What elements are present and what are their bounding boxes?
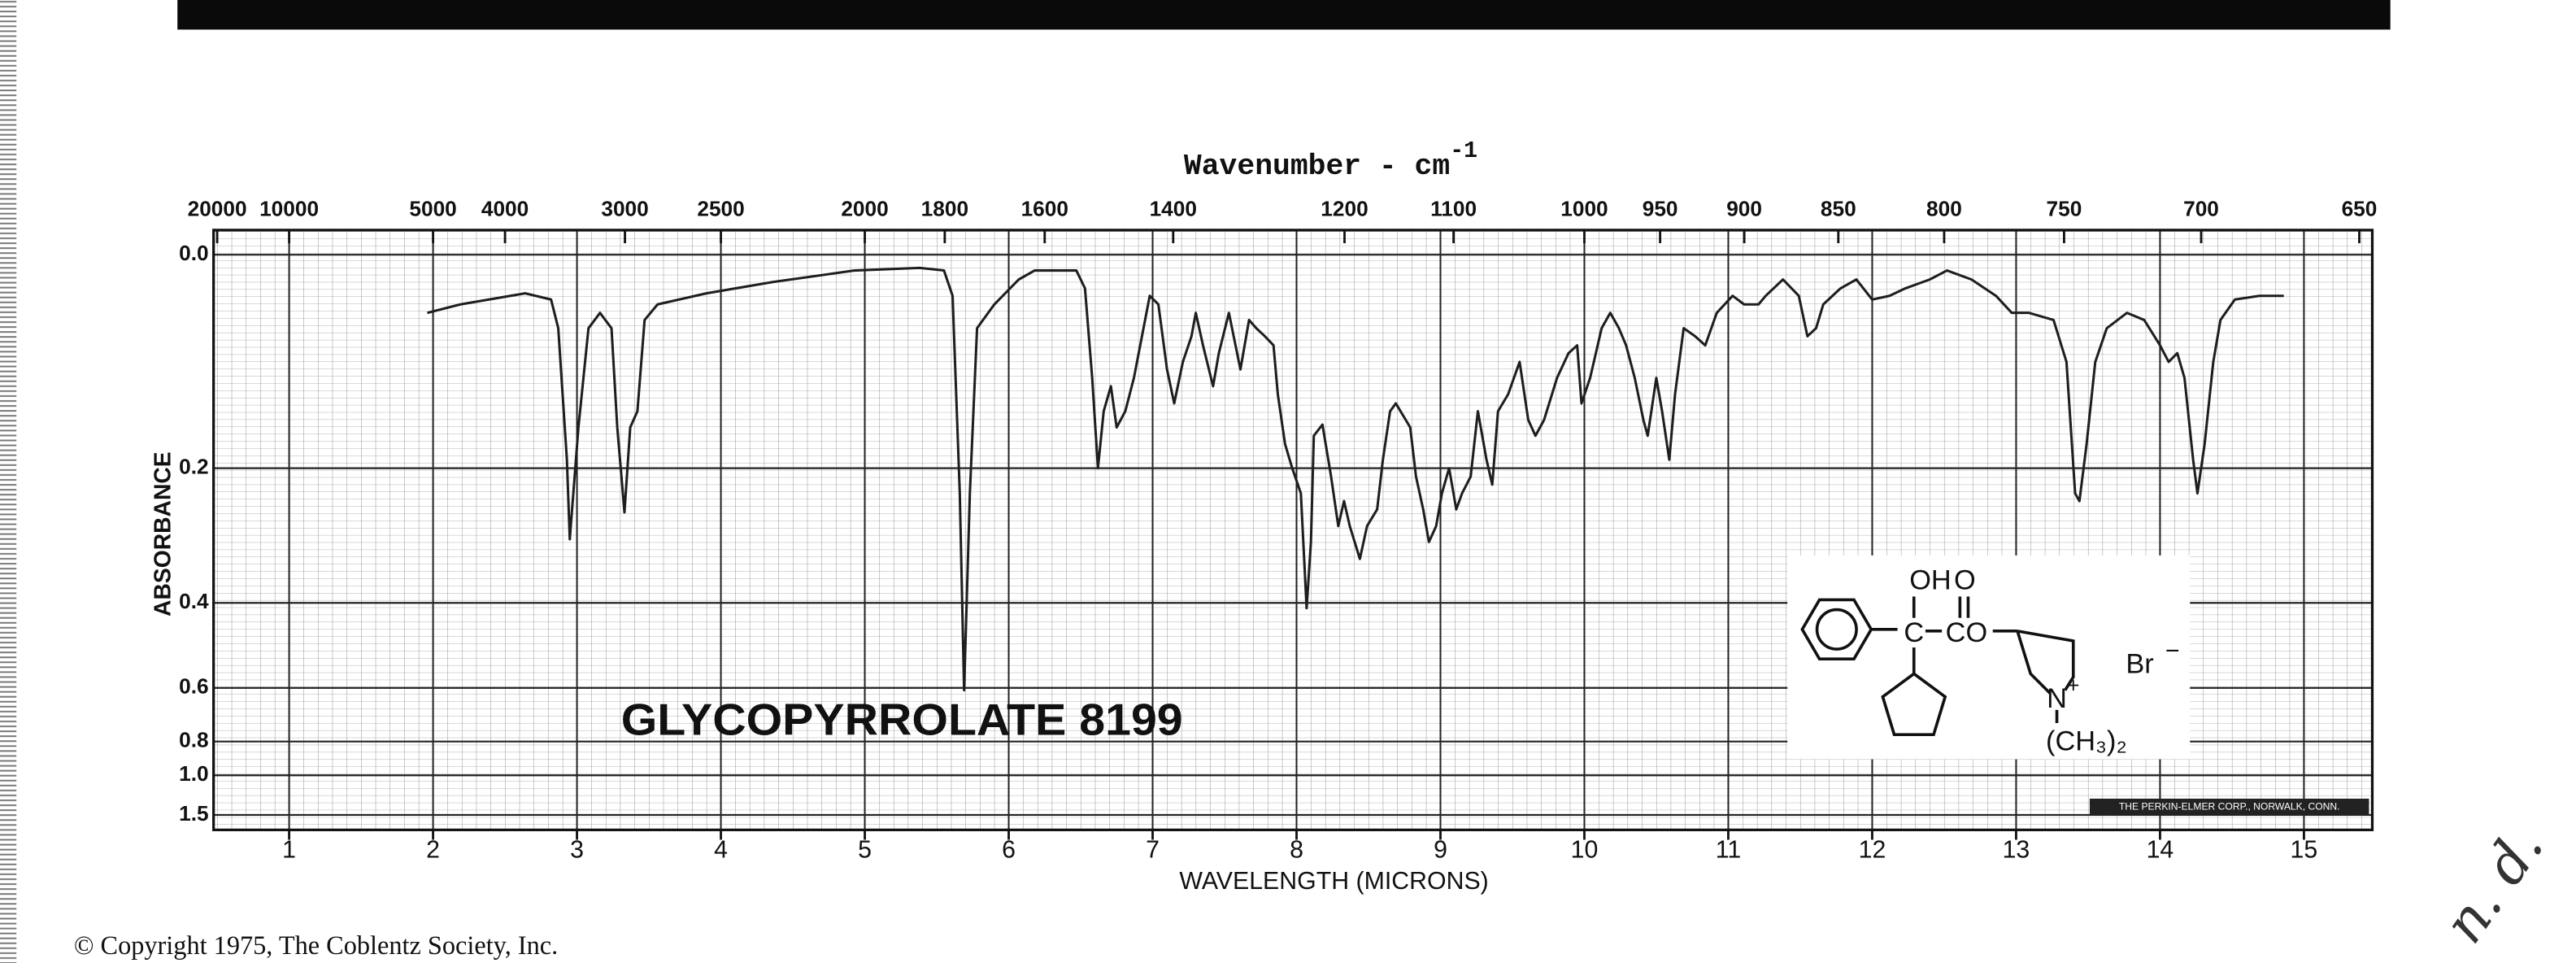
x-tick-label: 8	[1290, 837, 1303, 864]
top-tick-label: 2500	[697, 197, 744, 221]
structure-label: +	[2067, 673, 2079, 697]
y-tick-label: 0.4	[179, 589, 209, 613]
maker-strip	[2089, 798, 2369, 816]
top-axis-title-text: Wavenumber - cm	[1184, 150, 1450, 183]
top-tick-label: 1200	[1321, 197, 1368, 221]
top-tick-label: 1000	[1560, 197, 1608, 221]
y-tick-label: 1.0	[179, 761, 208, 786]
x-axis-title: WAVELENGTH (MICRONS)	[1179, 868, 1488, 895]
copyright: © Copyright 1975, The Coblentz Society, …	[74, 930, 558, 960]
structure-label: CO	[1946, 617, 1987, 648]
top-tick-label: 4000	[481, 197, 529, 221]
x-tick-label: 13	[2003, 837, 2030, 864]
x-tick-label: 15	[2291, 837, 2318, 864]
top-axis-title: Wavenumber - cm-1	[1184, 138, 1477, 182]
y-tick-label: 0.2	[179, 455, 208, 479]
plot-frame	[212, 229, 2374, 831]
x-tick-label: 6	[1002, 837, 1016, 864]
top-tick-label: 700	[2183, 197, 2219, 221]
top-tick-label: 1400	[1150, 197, 1197, 221]
y-tick-label: 1.5	[179, 801, 208, 826]
structure-label: C	[1904, 617, 1924, 648]
x-tick-label: 2	[426, 837, 440, 864]
top-tick-label: 10000	[259, 197, 319, 221]
structure-label: OH	[1909, 564, 1951, 595]
spectrum-line	[427, 266, 2284, 692]
x-tick-label: 1	[282, 837, 296, 864]
top-tick-label: 950	[1643, 197, 1678, 221]
structure-label: Br	[2126, 648, 2153, 679]
compound-name: GLYCOPYRROLATE 8199	[621, 695, 1183, 744]
x-tick-label: 9	[1434, 837, 1447, 864]
x-tick-label: 7	[1146, 837, 1160, 864]
grid	[213, 229, 2373, 830]
scan-edge	[0, 0, 17, 963]
top-axis-title-exponent: -1	[1450, 138, 1477, 164]
structure-label: O	[1954, 564, 1976, 595]
structure-bonds	[1800, 596, 2075, 736]
top-tick-label: 800	[1926, 197, 1962, 221]
top-tick-label: 1600	[1021, 197, 1068, 221]
handwritten-note: n. d.	[2431, 815, 2556, 955]
top-tick-label: 2000	[841, 197, 888, 221]
top-tick-label: 20000	[188, 197, 247, 221]
top-tick-label: 1100	[1430, 197, 1477, 221]
x-tick-label: 11	[1716, 837, 1741, 864]
x-tick-label: 3	[570, 837, 584, 864]
y-tick-label: 0.0	[179, 241, 208, 265]
top-tick-label: 750	[2047, 197, 2082, 221]
top-bar	[177, 0, 2391, 30]
y-tick-label: 0.6	[179, 674, 208, 699]
top-tick-label: 5000	[409, 197, 456, 221]
x-tick-label: 5	[858, 837, 872, 864]
top-tick-label: 850	[1821, 197, 1856, 221]
y-tick-label: 0.8	[179, 728, 208, 752]
structure-label: (CH₃)₂	[2046, 726, 2127, 756]
x-tick-label: 10	[1571, 837, 1599, 864]
top-tick-label: 650	[2342, 197, 2378, 221]
top-tick-label: 3000	[601, 197, 648, 221]
y-axis-title: ABSORBANCE	[150, 451, 176, 617]
x-tick-label: 12	[1859, 837, 1886, 864]
top-tick-label: 900	[1726, 197, 1762, 221]
structure-label: −	[2165, 638, 2180, 665]
top-tick-label: 1800	[921, 197, 968, 221]
manufacturer: THE PERKIN-ELMER CORP., NORWALK, CONN.	[2119, 800, 2340, 812]
x-tick-label: 14	[2147, 837, 2174, 864]
x-tick-label: 4	[714, 837, 728, 864]
structure: OH O C CO N + Br − (CH₃)₂	[1787, 555, 2191, 760]
structure-label: N	[2047, 683, 2067, 714]
